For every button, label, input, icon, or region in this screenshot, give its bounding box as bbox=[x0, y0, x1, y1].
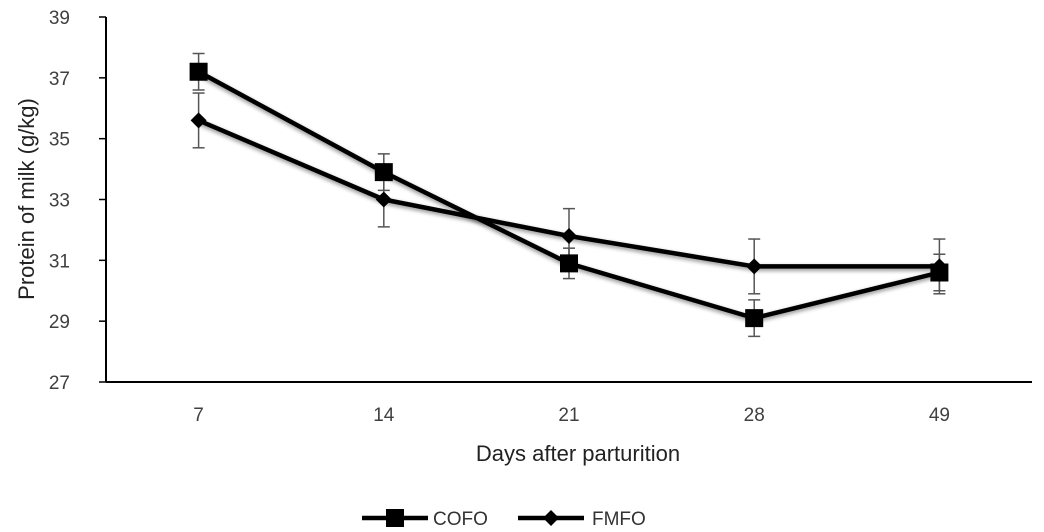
cofo-legend-marker bbox=[386, 509, 404, 527]
cofo-point bbox=[560, 254, 578, 273]
x-tick-label: 14 bbox=[373, 405, 395, 426]
y-tick-label: 35 bbox=[49, 130, 70, 151]
fmfo-legend-label: FMFO bbox=[592, 509, 646, 530]
fmfo-point bbox=[746, 258, 763, 275]
cofo-series-line bbox=[197, 69, 940, 321]
axes bbox=[99, 16, 1032, 383]
cofo-point bbox=[745, 309, 764, 328]
x-tick-label: 7 bbox=[193, 405, 204, 426]
tick-labels: 27 29 31 33 35 37 39 7 14 21 28 49 bbox=[49, 8, 950, 426]
y-tick-label: 33 bbox=[49, 191, 70, 212]
legend: COFO FMFO bbox=[362, 509, 646, 530]
cofo-point bbox=[189, 62, 208, 81]
fmfo-point bbox=[561, 228, 577, 244]
fmfo-legend-marker bbox=[543, 510, 559, 526]
fmfo-point bbox=[375, 191, 392, 208]
cofo-point bbox=[930, 263, 949, 282]
x-axis-title: Days after parturition bbox=[476, 441, 680, 466]
y-tick-label: 31 bbox=[49, 251, 70, 272]
y-tick-label: 37 bbox=[49, 69, 70, 90]
series-lines bbox=[189, 62, 949, 328]
y-axis-title: Protein of milk (g/kg) bbox=[14, 98, 39, 300]
cofo-legend-label: COFO bbox=[433, 509, 488, 530]
y-tick-label: 27 bbox=[49, 373, 70, 394]
cofo-point bbox=[374, 163, 393, 182]
error-bars bbox=[192, 52, 946, 338]
fmfo-point bbox=[190, 112, 207, 129]
x-tick-label: 21 bbox=[558, 405, 579, 426]
x-tick-label: 49 bbox=[929, 405, 950, 426]
y-tick-label: 39 bbox=[49, 8, 70, 29]
y-tick-label: 29 bbox=[49, 312, 70, 333]
x-tick-label: 28 bbox=[744, 405, 765, 426]
